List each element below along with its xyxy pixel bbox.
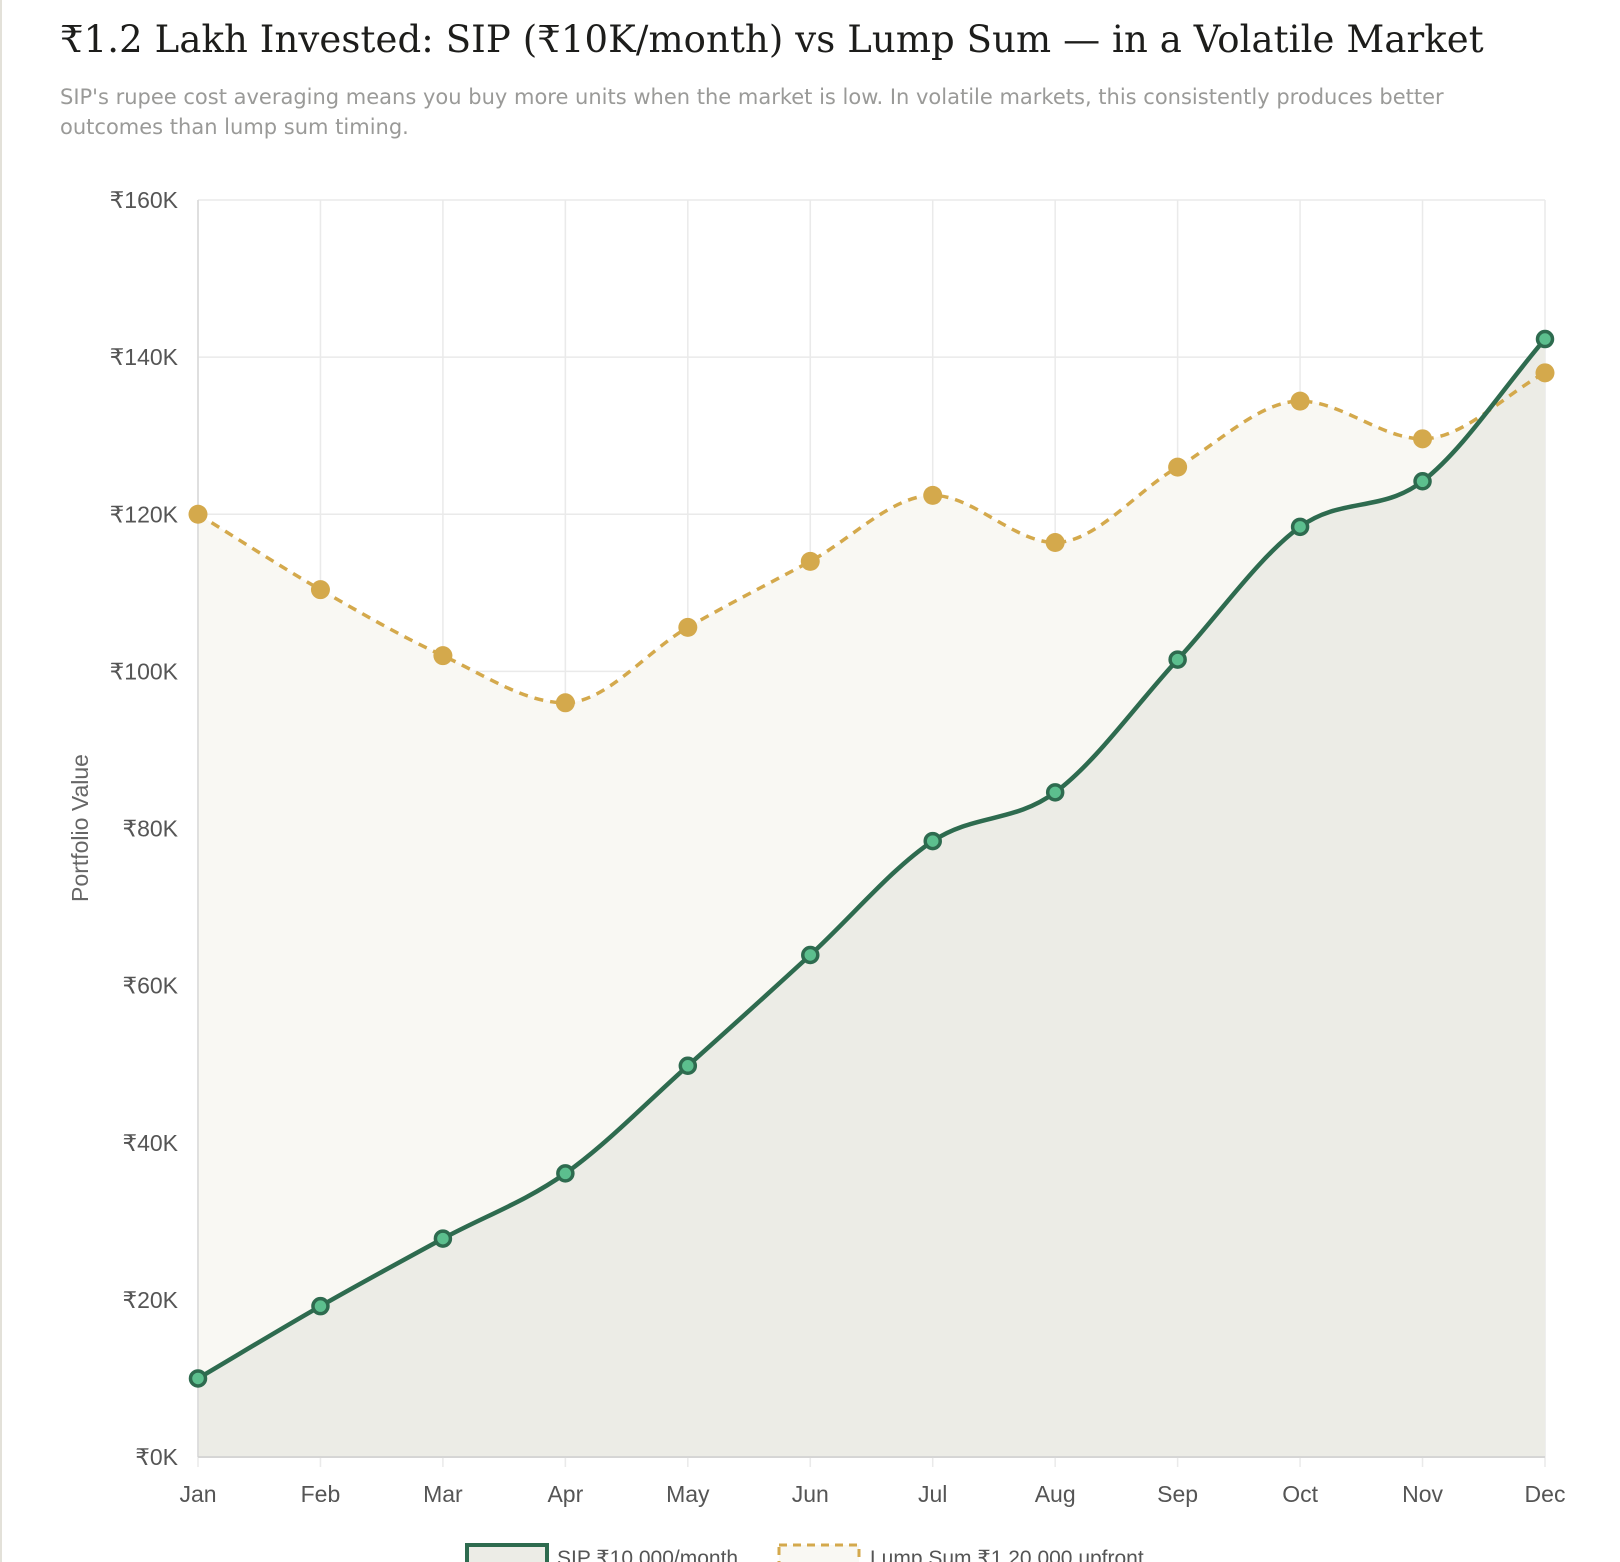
lump-sum-data-point bbox=[1168, 457, 1188, 477]
lump-sum-data-point bbox=[678, 617, 698, 637]
legend-label-sip: SIP ₹10,000/month bbox=[557, 1547, 738, 1562]
sip-area-fill bbox=[198, 339, 1545, 1457]
x-tick-label: May bbox=[666, 1481, 710, 1507]
x-tick-label: Mar bbox=[423, 1481, 463, 1507]
lump-sum-data-point bbox=[555, 693, 575, 713]
lump-sum-data-point bbox=[923, 485, 943, 505]
x-tick-label: Dec bbox=[1525, 1481, 1566, 1507]
sip-data-point bbox=[1290, 517, 1310, 537]
chart-tick-labels: ₹0K ₹20K ₹40K ₹60K ₹80K ₹100K ₹120K ₹140K ₹160K J… bbox=[110, 187, 1566, 1507]
sip-data-point bbox=[1535, 329, 1555, 349]
legend-swatch-lump-sum bbox=[777, 1543, 861, 1562]
sip-data-point bbox=[556, 1164, 575, 1183]
x-tick-label: Sep bbox=[1157, 1481, 1198, 1507]
y-tick-label: ₹20K bbox=[122, 1287, 178, 1313]
chart-subtitle: SIP's rupee cost averaging means you buy… bbox=[60, 85, 1444, 139]
x-tick-label: Jun bbox=[792, 1481, 829, 1507]
y-axis-title: Portfolio Value bbox=[67, 754, 93, 902]
page-frame-line bbox=[0, 0, 2, 1562]
sip-data-point bbox=[1045, 783, 1065, 802]
sip-data-point bbox=[433, 1229, 453, 1248]
x-tick-label: Oct bbox=[1282, 1481, 1318, 1507]
sip-data-point bbox=[678, 1056, 698, 1076]
y-tick-label: ₹120K bbox=[110, 501, 179, 527]
lump-sum-data-point bbox=[800, 551, 820, 571]
chart-title: ₹1.2 Lakh Invested: SIP (₹10K/month) vs … bbox=[60, 18, 1484, 61]
y-tick-label: ₹140K bbox=[110, 344, 179, 370]
y-tick-label: ₹0K bbox=[135, 1444, 178, 1470]
y-tick-label: ₹60K bbox=[122, 973, 178, 999]
sip-data-point bbox=[801, 945, 820, 965]
x-tick-label: Aug bbox=[1035, 1481, 1076, 1507]
lump-sum-data-point bbox=[188, 504, 208, 524]
lump-sum-data-point bbox=[1290, 391, 1310, 411]
lump-sum-data-point bbox=[1045, 533, 1065, 553]
chart-points bbox=[188, 329, 1555, 1388]
sip-data-point bbox=[1413, 472, 1432, 491]
x-tick-label: Jul bbox=[918, 1481, 947, 1507]
lump-sum-data-point bbox=[433, 646, 453, 666]
x-tick-label: Apr bbox=[547, 1481, 583, 1507]
sip-data-point bbox=[188, 1369, 208, 1388]
y-tick-label: ₹80K bbox=[122, 816, 178, 842]
y-tick-label: ₹100K bbox=[110, 658, 179, 684]
sip-data-point bbox=[311, 1296, 330, 1316]
x-tick-label: Nov bbox=[1402, 1481, 1443, 1507]
legend-label-lump-sum: Lump Sum ₹1,20,000 upfront bbox=[870, 1547, 1144, 1562]
x-tick-label: Feb bbox=[301, 1481, 341, 1507]
x-tick-label: Jan bbox=[179, 1481, 216, 1507]
sip-data-point bbox=[1168, 650, 1187, 669]
chart-axes bbox=[197, 200, 1545, 1458]
lump-sum-data-point bbox=[1413, 429, 1433, 449]
legend-swatch-sip bbox=[465, 1543, 549, 1562]
y-tick-label: ₹40K bbox=[122, 1130, 178, 1156]
chart-areas bbox=[198, 339, 1545, 1457]
lump-sum-data-point bbox=[310, 580, 330, 600]
y-tick-label: ₹160K bbox=[110, 187, 179, 213]
lump-sum-data-point bbox=[1535, 363, 1555, 383]
sip-data-point bbox=[923, 831, 942, 851]
chart-legend: SIP ₹10,000/month Lump Sum ₹1,20,000 upfr… bbox=[465, 1543, 1144, 1562]
